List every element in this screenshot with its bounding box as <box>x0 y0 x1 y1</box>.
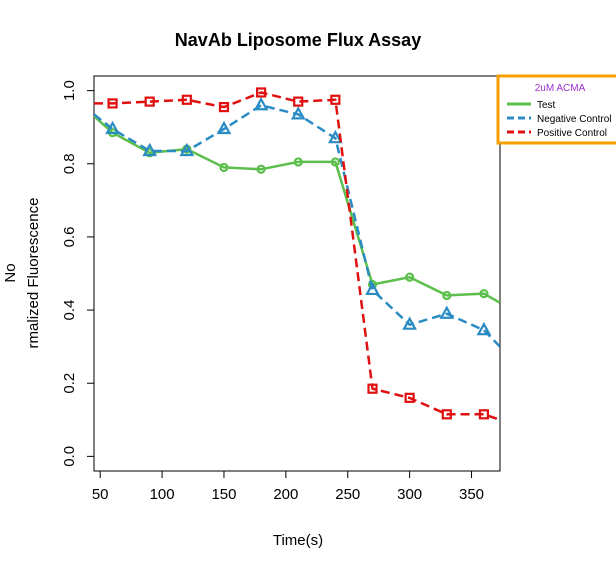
legend-box <box>496 74 616 145</box>
series-line-0 <box>94 115 500 304</box>
y-axis: 0.0 0.2 0.4 0.6 0.8 1.0 <box>61 80 94 467</box>
series-0-point <box>405 272 415 282</box>
legend-title: 2uM ACMA <box>535 83 586 94</box>
series-1-point <box>365 281 380 296</box>
y-axis-label-line2: rmalized Fluorescence <box>25 198 42 349</box>
series-2-point <box>293 96 304 107</box>
chart-title: NavAb Liposome Flux Assay <box>175 30 421 50</box>
y-tick-label: 0.8 <box>61 153 78 174</box>
legend-entries: Test Negative Control Positive Control <box>507 100 611 139</box>
series-1-point <box>105 120 120 135</box>
legend: 2uM ACMA Test Negative Control Positive Co… <box>496 74 616 145</box>
series-0-point <box>293 157 303 167</box>
y-axis-label-line1: No <box>2 263 19 282</box>
x-tick-label: 250 <box>335 486 360 503</box>
y-tick-label: 0.6 <box>61 226 78 247</box>
series-0-point <box>479 289 489 299</box>
x-tick-label: 300 <box>397 486 422 503</box>
x-tick-label: 150 <box>211 486 236 503</box>
series-2-point <box>441 409 452 420</box>
series-0-point <box>330 157 340 167</box>
series-2-point <box>218 101 230 113</box>
series-0-point <box>219 162 229 173</box>
x-tick-label: 50 <box>92 486 109 503</box>
series-1-point <box>142 142 158 157</box>
x-tick-label: 350 <box>459 486 484 503</box>
x-axis: 50 100 150 200 250 300 350 <box>92 471 484 503</box>
legend-label-1: Negative Control <box>537 114 611 125</box>
y-tick-label: 0.0 <box>61 446 78 467</box>
series-2-point <box>256 87 267 98</box>
series-line-2 <box>94 91 500 421</box>
series-1-point <box>216 120 232 135</box>
legend-label-0: Test <box>537 100 556 111</box>
series-1-point <box>402 316 418 330</box>
series-2-point <box>367 383 378 394</box>
series-line-1 <box>94 104 500 348</box>
y-tick-label: 1.0 <box>61 80 78 101</box>
legend-label-2: Positive Control <box>537 128 607 139</box>
series-1-point <box>439 305 455 319</box>
series-2-point <box>404 392 415 403</box>
series-2-point <box>107 98 118 109</box>
series-layer <box>94 87 500 421</box>
series-0-point <box>256 164 266 174</box>
series-2-point <box>478 409 490 420</box>
plot-frame <box>93 75 501 472</box>
series-1-point <box>476 321 492 336</box>
x-axis-label: Time(s) <box>273 532 323 549</box>
series-1-point <box>290 106 306 120</box>
series-2-point <box>181 94 192 105</box>
series-2-point <box>144 96 155 107</box>
series-1-point <box>179 142 195 157</box>
series-1-point <box>328 129 343 144</box>
series-1-point <box>253 96 269 111</box>
y-tick-label: 0.2 <box>61 373 78 394</box>
x-tick-label: 100 <box>150 486 175 503</box>
x-tick-label: 200 <box>273 486 298 503</box>
y-tick-label: 0.4 <box>61 300 78 321</box>
series-0-point <box>442 290 452 301</box>
series-2-point <box>330 94 341 105</box>
